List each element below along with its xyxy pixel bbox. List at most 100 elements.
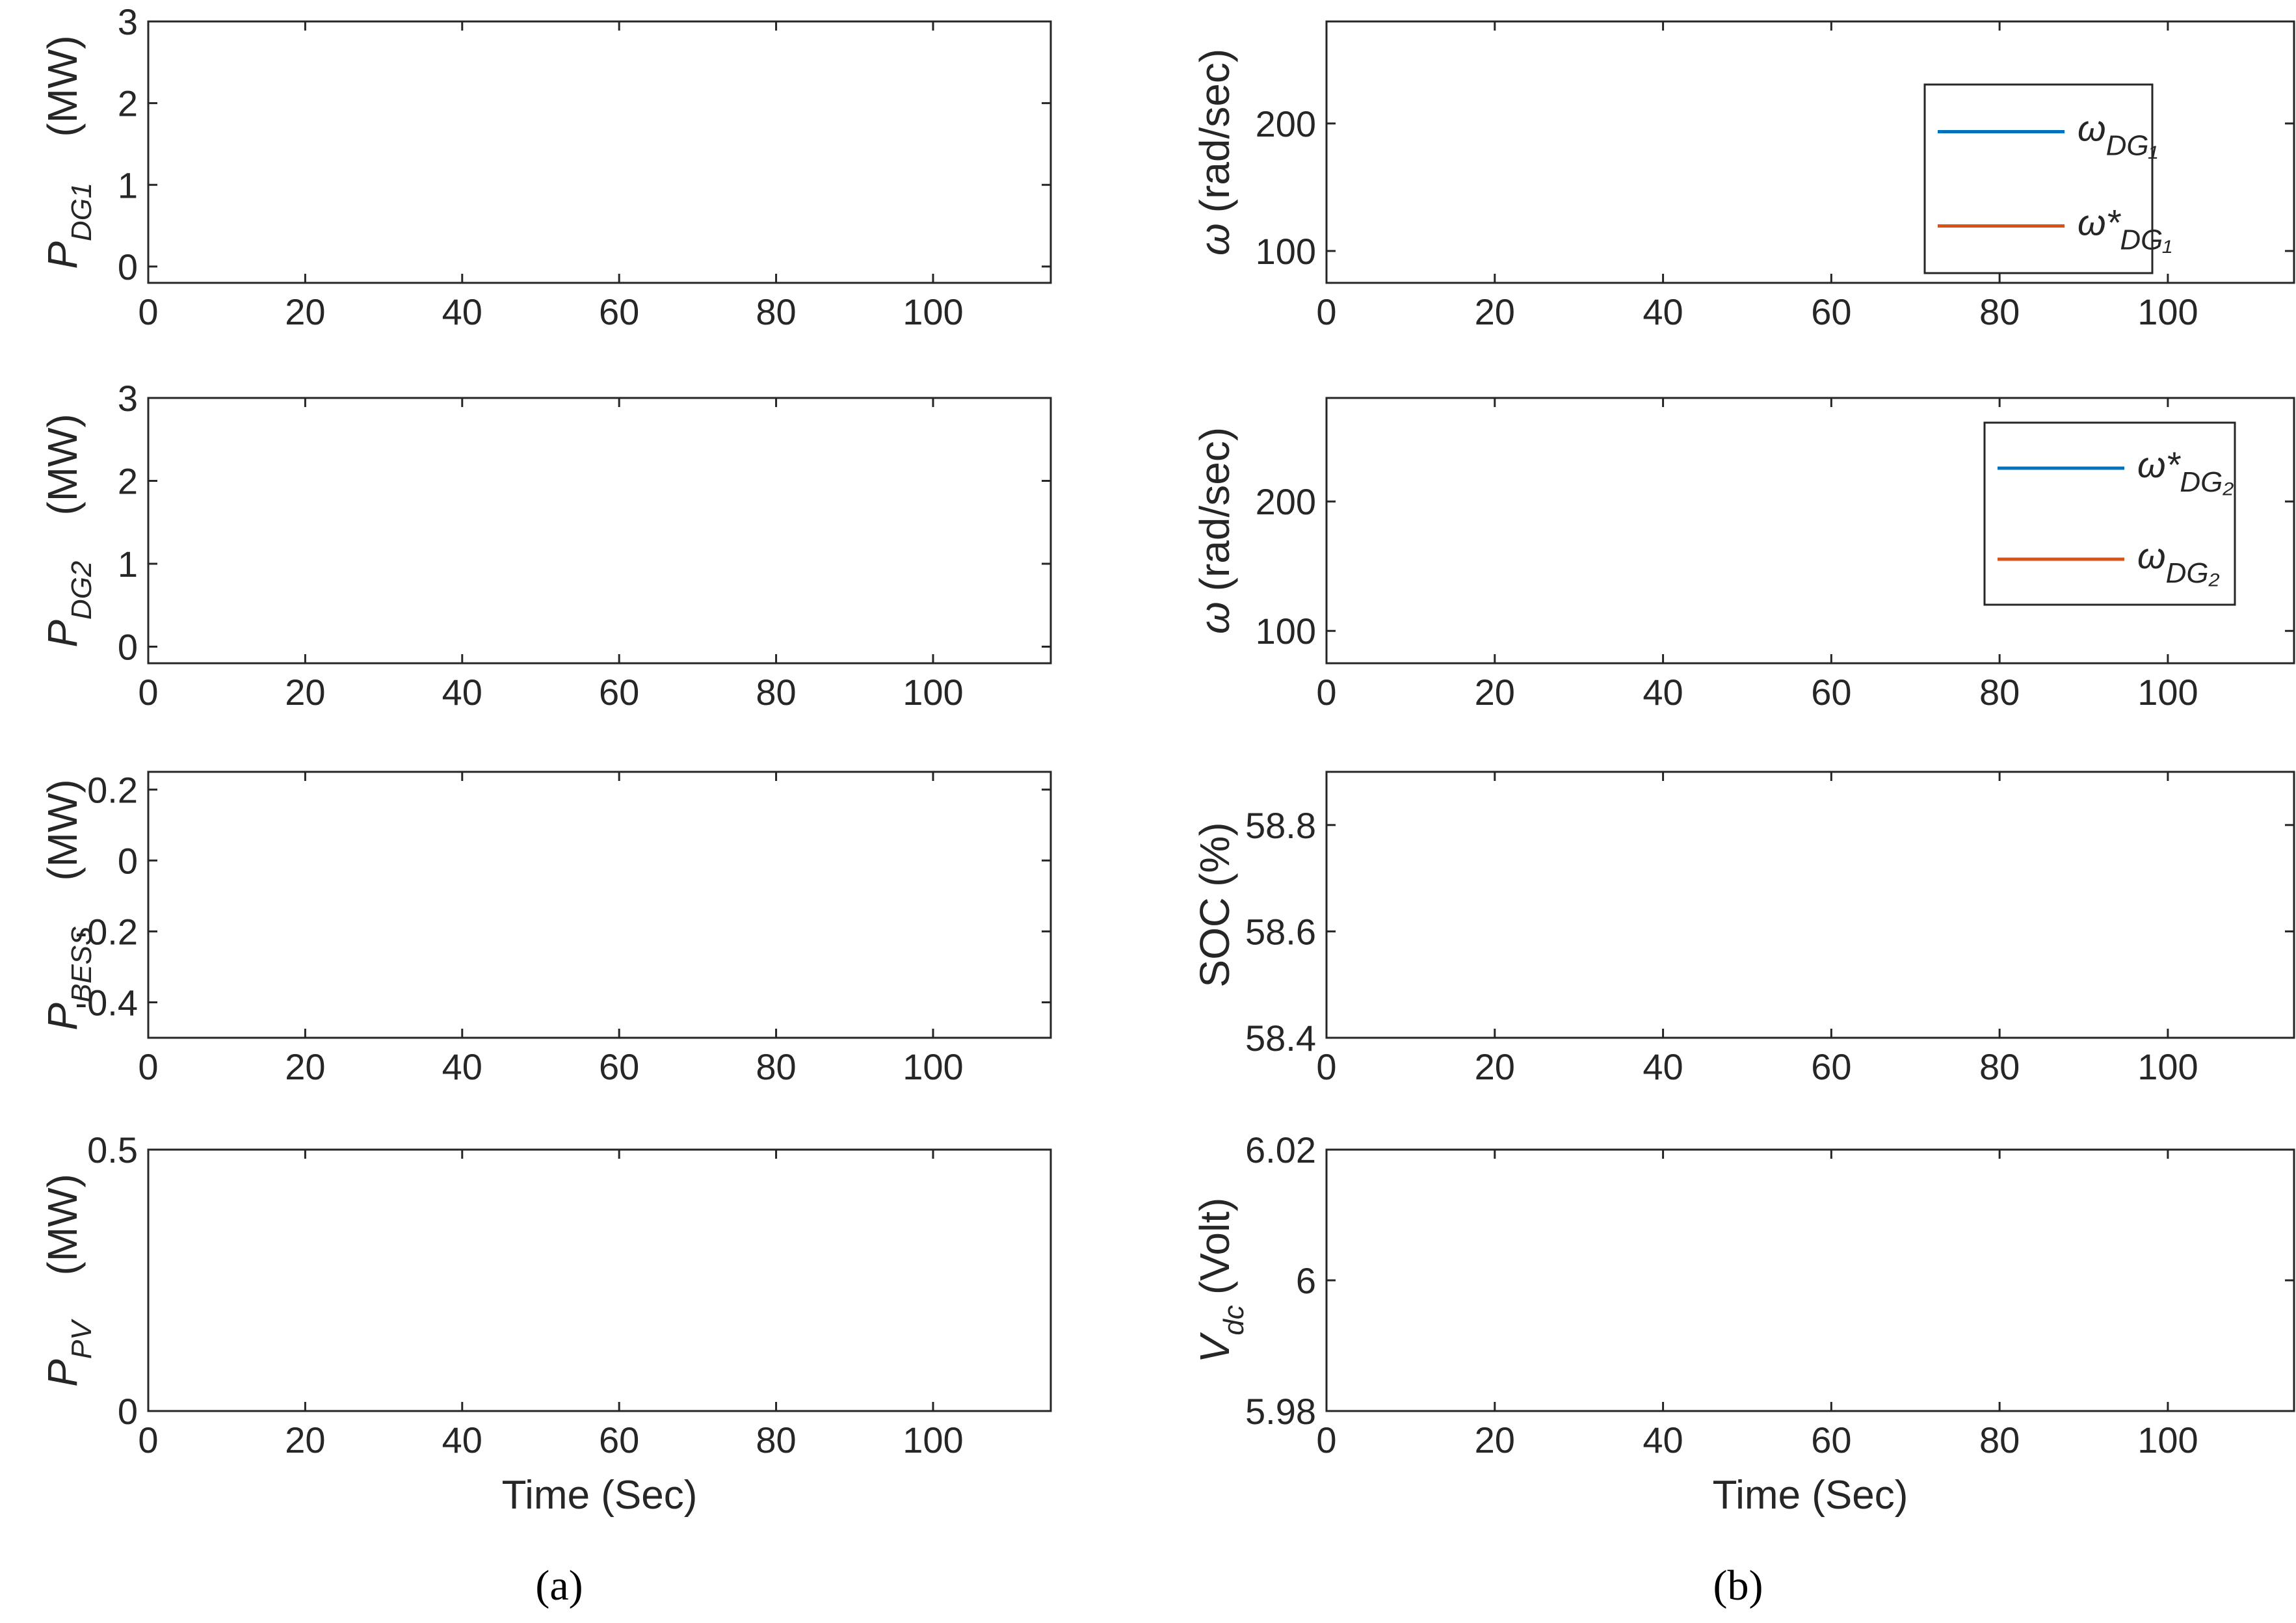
x-tick-label: 40: [1643, 291, 1683, 332]
y-axis-label: ω (rad/sec): [1191, 49, 1238, 256]
x-tick-label: 100: [903, 672, 963, 713]
y-axis-label-sub: PV: [66, 1319, 98, 1359]
y-tick-label: 58.6: [1245, 911, 1316, 952]
x-tick-label: 60: [599, 1046, 639, 1087]
x-tick-label: 20: [1475, 291, 1515, 332]
x-tick-label: 40: [442, 1419, 482, 1460]
y-axis-label-sub: BESS: [66, 927, 98, 1003]
y-axis-label: Vdc (Volt): [1191, 1198, 1250, 1364]
x-tick-label: 100: [903, 1419, 963, 1460]
y-axis-label-unit: (MW): [39, 414, 86, 515]
x-tick-label: 20: [285, 291, 325, 332]
caption-b: (b): [1713, 1562, 1763, 1609]
y-axis-label-main: V: [1191, 1332, 1238, 1363]
axes-frame: [147, 20, 1052, 284]
y-axis-label-unit: (MW): [39, 1174, 86, 1275]
y-axis-label-sub: dc: [1218, 1305, 1250, 1335]
x-tick-label: 60: [599, 1419, 639, 1460]
x-tick-label: 0: [138, 291, 158, 332]
x-tick-label: 100: [903, 291, 963, 332]
x-tick-label: 40: [442, 291, 482, 332]
x-tick-label: 20: [285, 672, 325, 713]
y-tick-label: -0.2: [75, 911, 139, 952]
y-axis-label-main: P: [39, 1003, 86, 1031]
x-tick-label: 80: [756, 1046, 796, 1087]
y-tick-label: 2: [118, 83, 138, 124]
y-tick-label: 0: [118, 840, 138, 881]
x-tick-label: 0: [1316, 672, 1336, 713]
legend-label: ωDG₂: [2137, 535, 2220, 589]
x-tick-label: 60: [1811, 1046, 1851, 1087]
axes-frame: [1325, 1148, 2295, 1412]
y-tick-label: 1: [118, 544, 138, 585]
x-tick-label: 40: [442, 672, 482, 713]
x-tick-label: 80: [1979, 1419, 2020, 1460]
y-tick-label: 58.8: [1245, 805, 1316, 846]
legend-label: ω*DG₂: [2137, 444, 2234, 498]
y-axis-label-unit: (Volt): [1191, 1198, 1238, 1295]
axes-frame: [1325, 771, 2295, 1039]
y-axis-label-unit: (MW): [39, 779, 86, 880]
y-axis-label-main: P: [39, 241, 86, 269]
x-tick-label: 60: [1811, 291, 1851, 332]
y-axis-label-unit: (rad/sec): [1191, 427, 1238, 592]
y-axis-label-unit: (rad/sec): [1191, 49, 1238, 213]
x-tick-label: 80: [756, 291, 796, 332]
x-tick-label: 60: [1811, 1419, 1851, 1460]
x-tick-label: 20: [285, 1419, 325, 1460]
x-tick-label: 80: [1979, 291, 2020, 332]
y-axis-label: PBESS (MW): [39, 779, 98, 1030]
x-axis-label: Time (Sec): [502, 1473, 698, 1518]
y-axis-label-main: P: [39, 620, 86, 648]
chart-soc: 0 20 40 60 80 100 58.4 58.6 58.8 SOC (%): [1191, 771, 2295, 1087]
y-axis-label-main: ω: [1191, 223, 1238, 256]
chart-pdg1: 0 20 40 60 80 100 0 1 2 3 PDG1 (MW): [39, 1, 1052, 332]
x-tick-label: 60: [599, 672, 639, 713]
x-tick-label: 80: [1979, 1046, 2020, 1087]
legend-label: ωDG₁: [2078, 108, 2158, 162]
y-axis-label: SOC (%): [1191, 822, 1238, 987]
y-tick-label: 100: [1256, 231, 1316, 272]
y-tick-label: 200: [1256, 481, 1316, 522]
x-tick-label: 80: [756, 672, 796, 713]
legend-box: [1923, 83, 2154, 274]
x-tick-label: 0: [138, 672, 158, 713]
x-tick-label: 0: [1316, 1046, 1336, 1087]
y-tick-label: 5.98: [1245, 1391, 1316, 1432]
y-tick-label: 6: [1296, 1260, 1316, 1301]
x-tick-label: 60: [1811, 672, 1851, 713]
x-tick-label: 40: [1643, 1419, 1683, 1460]
x-tick-label: 100: [2137, 1419, 2198, 1460]
y-tick-label: 6.02: [1245, 1129, 1316, 1170]
x-tick-label: 40: [442, 1046, 482, 1087]
x-tick-label: 80: [1979, 672, 2020, 713]
x-tick-label: 0: [1316, 291, 1336, 332]
caption-a: (a): [535, 1562, 583, 1609]
legend: ωDG₁ ω*DG₁: [1923, 83, 2172, 274]
y-tick-label: 58.4: [1245, 1018, 1316, 1059]
y-axis-label: PDG2 (MW): [39, 414, 98, 648]
x-axis-label: Time (Sec): [1713, 1473, 1908, 1518]
axes-frame: [147, 771, 1052, 1039]
y-axis-label: PPV (MW): [39, 1174, 98, 1387]
x-tick-label: 20: [285, 1046, 325, 1087]
y-axis-label-main: ω: [1191, 601, 1238, 634]
legend: ω*DG₂ ωDG₂: [1983, 421, 2236, 606]
x-tick-label: 0: [138, 1046, 158, 1087]
y-axis-label-sub: DG1: [66, 183, 98, 241]
y-tick-label: 2: [118, 461, 138, 502]
y-tick-label: 0.5: [87, 1129, 138, 1170]
x-tick-label: 60: [599, 291, 639, 332]
chart-vdc: 0 20 40 60 80 100 5.98 6 6.02 Vdc (Volt) Time (Sec): [1191, 1129, 2295, 1518]
x-tick-label: 40: [1643, 672, 1683, 713]
y-axis-label-sub: DG2: [66, 561, 98, 620]
y-axis-label-unit: (%): [1191, 822, 1238, 887]
chart-pbess: 0 20 40 60 80 100 -0.4 -0.2 0 0.2 PBESS (MW): [39, 769, 1052, 1087]
axes-frame: [147, 397, 1052, 665]
y-axis-label: PDG1 (MW): [39, 35, 98, 269]
x-tick-label: 100: [2137, 291, 2198, 332]
y-tick-label: 3: [118, 1, 138, 42]
axes-frame: [147, 1148, 1052, 1412]
